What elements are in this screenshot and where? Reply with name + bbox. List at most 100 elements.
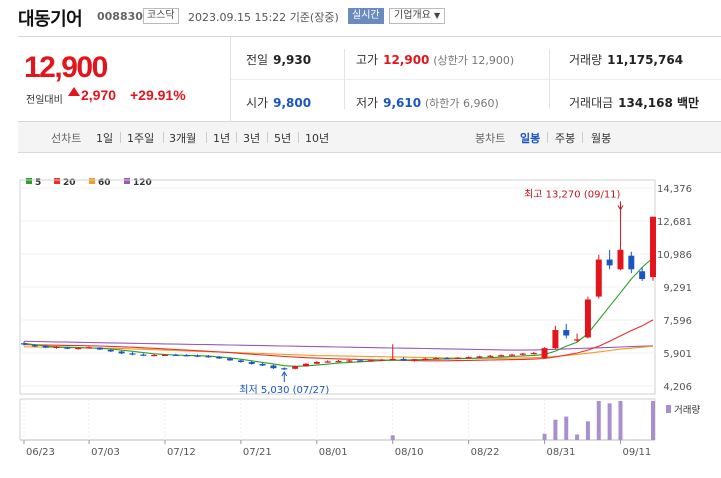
market-badge: 코스닥	[143, 8, 179, 24]
candle-body	[422, 358, 429, 360]
low-price: 저가 9,610 (하한가 6,960)	[356, 96, 499, 110]
y-tick-label: 9,291	[663, 283, 692, 294]
candle-body	[509, 354, 515, 356]
ma5-line	[23, 257, 654, 367]
separator	[120, 132, 121, 143]
candle-body	[530, 353, 537, 355]
candle-body	[650, 216, 656, 278]
y-tick-label: 4,206	[663, 382, 692, 393]
volume-legend-label: 거래량	[674, 404, 700, 416]
candle-body	[400, 358, 407, 361]
legend-swatch	[26, 178, 32, 184]
candle-body	[378, 359, 385, 361]
period-3y[interactable]: 3년	[243, 132, 261, 145]
candle-body	[606, 259, 613, 266]
separator	[582, 132, 583, 143]
low-arrowhead-icon	[281, 371, 288, 377]
prev-close: 전일 9,930	[246, 53, 312, 67]
separator	[298, 132, 299, 143]
candle-body	[563, 330, 570, 336]
chevron-down-icon: ▼	[434, 11, 441, 20]
chart-toolbar: 선차트 1일 1주일 3개월 1년 3년 5년 10년 봉차트 일봉 주봉 월봉	[18, 121, 721, 153]
x-tick-label: 08/22	[471, 447, 500, 458]
candle-body	[292, 366, 299, 369]
candle-body	[465, 357, 472, 359]
column-divider	[549, 49, 550, 109]
candle-body	[140, 354, 147, 356]
candlestick-chart[interactable]: 5 20 60 120 거래량 14,376 12,681 10,986 9,291 7,59…	[0, 152, 721, 478]
legend-swatch	[124, 178, 130, 184]
candle-body	[107, 349, 114, 352]
candle-body	[21, 343, 27, 345]
candle-body	[433, 358, 440, 360]
candle-body	[487, 355, 494, 357]
candle-body	[183, 355, 190, 357]
period-1y[interactable]: 1년	[213, 132, 231, 145]
volume-bar	[575, 434, 580, 440]
candle-body	[64, 347, 71, 349]
change-percent: +29.91%	[130, 87, 186, 103]
y-tick-label: 12,681	[657, 217, 692, 228]
candle-body	[552, 330, 559, 349]
line-chart-tab[interactable]: 선차트	[51, 132, 82, 145]
candle-body	[389, 358, 396, 361]
candle-body	[346, 360, 353, 362]
period-1d[interactable]: 1일	[96, 132, 114, 145]
candle-chart-tab[interactable]: 봉차트	[475, 132, 506, 145]
separator	[206, 132, 207, 143]
candle-body	[129, 353, 136, 355]
candle-body	[541, 348, 548, 358]
column-divider	[344, 49, 345, 109]
candle-body	[227, 358, 234, 361]
candle-body	[302, 363, 309, 367]
candle-body	[86, 347, 93, 349]
ma20-line	[23, 319, 654, 362]
legend-swatch	[89, 178, 95, 184]
volume-bar	[564, 416, 569, 440]
candle-body	[519, 353, 526, 355]
stock-header: 대동기어 008830 코스닥 2023.09.15 15:22 기준(장중) …	[0, 0, 721, 32]
low-annotation: 최저 5,030 (07/27)	[239, 384, 329, 396]
candle-body	[476, 356, 483, 358]
chart-legend: 5 20 60 120	[26, 178, 152, 188]
volume-bar	[542, 433, 547, 440]
separator	[267, 132, 268, 143]
volume-bar	[651, 401, 655, 440]
x-tick-label: 08/10	[395, 447, 424, 458]
realtime-button[interactable]: 실시간	[348, 8, 384, 24]
candle-weekly[interactable]: 주봉	[555, 132, 576, 145]
legend-label: 120	[133, 178, 152, 188]
volume-bar	[618, 401, 623, 440]
period-5y[interactable]: 5년	[274, 132, 292, 145]
annotations: 최고 13,270 (09/11) 최저 5,030 (07/27)	[239, 189, 624, 396]
open-price: 시가 9,800	[246, 96, 312, 110]
candle-body	[454, 357, 461, 359]
corp-info-dropdown[interactable]: 기업개요 ▼	[389, 8, 446, 24]
row-divider	[231, 79, 721, 80]
candle-body	[216, 356, 223, 359]
candle-body	[281, 368, 288, 370]
y-tick-label: 7,596	[663, 316, 692, 327]
moving-average-lines	[23, 257, 654, 367]
quote-datetime: 2023.09.15 15:22 기준(장중)	[188, 11, 339, 24]
change-amount: 2,970	[81, 87, 117, 103]
candle-body	[574, 339, 581, 341]
candle-body	[639, 271, 646, 280]
trade-amount: 거래대금 134,168 백만	[569, 96, 700, 110]
x-tick-label: 09/11	[622, 447, 651, 458]
y-tick-label: 14,376	[657, 184, 692, 195]
candle-body	[357, 360, 364, 362]
separator	[547, 132, 548, 143]
candle-body	[617, 249, 624, 270]
x-tick-label: 08/01	[319, 447, 348, 458]
candle-daily[interactable]: 일봉	[520, 132, 541, 145]
candle-body	[31, 345, 38, 347]
candle-body	[42, 346, 49, 348]
volume-bar	[390, 435, 395, 440]
period-1w[interactable]: 1주일	[127, 132, 155, 145]
y-axis: 14,376 12,681 10,986 9,291 7,596 5,901 4,206	[657, 184, 692, 393]
period-10y[interactable]: 10년	[305, 132, 330, 145]
candle-monthly[interactable]: 월봉	[591, 132, 612, 145]
period-3m[interactable]: 3개월	[169, 132, 197, 145]
volume: 거래량 11,175,764	[569, 53, 684, 67]
